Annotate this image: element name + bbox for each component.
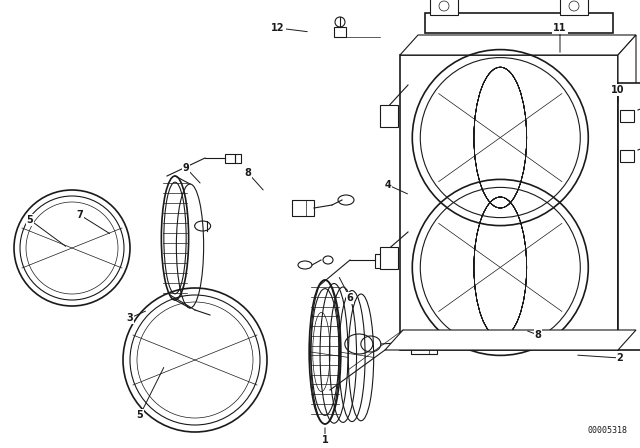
Text: 3: 3 — [127, 313, 133, 323]
Text: 7: 7 — [77, 210, 83, 220]
Text: 9: 9 — [182, 163, 189, 173]
Bar — [620, 110, 634, 122]
Bar — [334, 27, 346, 37]
Text: 4: 4 — [385, 180, 392, 190]
Text: 8: 8 — [534, 330, 541, 340]
Text: 5: 5 — [27, 215, 33, 225]
Bar — [225, 154, 235, 163]
Bar — [411, 332, 429, 354]
Bar — [620, 150, 634, 162]
Text: 5: 5 — [136, 410, 143, 420]
Bar — [380, 105, 398, 127]
Bar — [560, 0, 588, 15]
Text: 11: 11 — [553, 23, 567, 33]
Bar — [425, 13, 613, 33]
Polygon shape — [618, 35, 636, 350]
Bar — [292, 200, 306, 216]
Polygon shape — [400, 35, 636, 55]
Bar — [235, 154, 241, 163]
Text: 6: 6 — [347, 293, 353, 303]
Text: 00005318: 00005318 — [588, 426, 628, 435]
Bar — [375, 254, 391, 268]
Text: 10: 10 — [611, 85, 625, 95]
Polygon shape — [385, 330, 636, 350]
Text: 2: 2 — [616, 353, 623, 363]
Bar — [411, 332, 437, 354]
Bar — [618, 83, 640, 350]
Text: 1: 1 — [322, 435, 328, 445]
Text: 8: 8 — [244, 168, 252, 178]
Text: 12: 12 — [271, 23, 285, 33]
Bar — [292, 200, 314, 216]
Bar — [380, 247, 398, 269]
Bar — [430, 0, 458, 15]
